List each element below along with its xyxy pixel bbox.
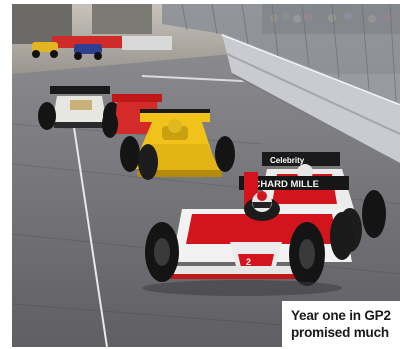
race-photo: Celebrity RICHARD MILLE 2 [12, 4, 400, 347]
photo-caption: Year one in GP2 promised much [282, 301, 400, 347]
svg-text:2: 2 [246, 257, 251, 267]
caption-line-2: promised much [291, 325, 389, 340]
distant-cars [32, 42, 102, 60]
car-sponsor-celebrity: Celebrity [270, 156, 305, 165]
track-line [71, 113, 108, 347]
yellow-race-car [120, 109, 235, 180]
trackside-signage [52, 36, 122, 48]
lead-race-car: 2 [142, 172, 354, 296]
car-sponsor-richard-mille: RICHARD MILLE [244, 179, 319, 190]
armco-barrier [222, 34, 400, 164]
red-race-car-right: Celebrity RICHARD MILLE [239, 152, 386, 252]
catch-fence [162, 4, 400, 104]
caption-line-1: Year one in GP2 [291, 308, 391, 323]
